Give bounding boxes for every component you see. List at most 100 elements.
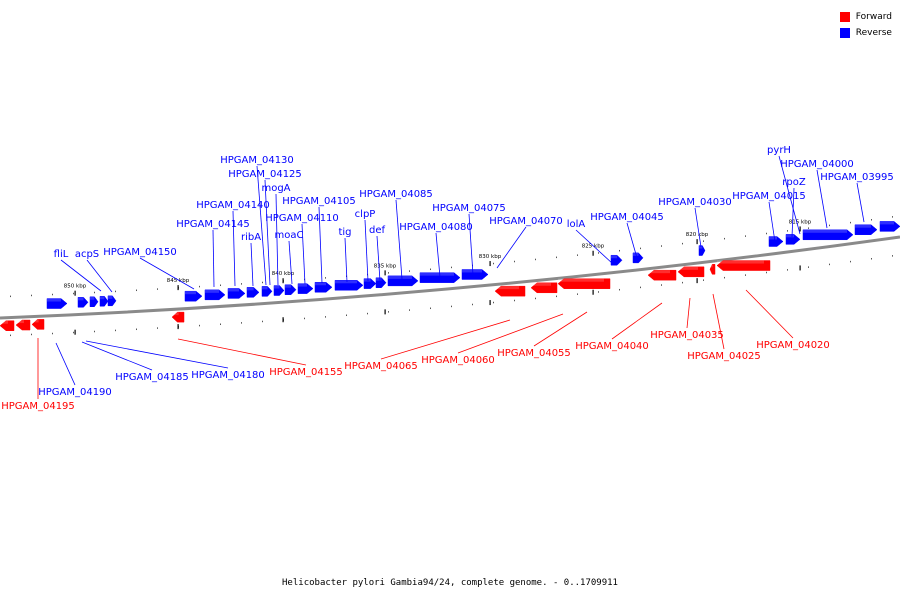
reverse-gene-arrow bbox=[879, 221, 900, 232]
major-tick bbox=[384, 270, 386, 276]
gene-arrow-highlight bbox=[880, 221, 894, 225]
minor-tick bbox=[640, 247, 641, 250]
label-leaders bbox=[37, 155, 865, 399]
forward-gene-arrow bbox=[709, 264, 716, 275]
minor-tick bbox=[73, 292, 74, 295]
gene-label-hpgam-04075: HPGAM_04075 bbox=[432, 203, 506, 214]
gene-label-hpgam-04000: HPGAM_04000 bbox=[780, 159, 854, 170]
gene-arrow-highlight bbox=[803, 229, 847, 233]
reverse-leader-line bbox=[139, 257, 195, 290]
gene-labels: fliL acpS HPGAM_04150 HPGAM_04145 HPGAM_0414… bbox=[1, 145, 894, 412]
minor-tick bbox=[598, 291, 599, 293]
minor-tick bbox=[598, 252, 599, 254]
minor-tick bbox=[262, 320, 263, 323]
reverse-leader-line bbox=[301, 223, 306, 285]
genome-backbone bbox=[0, 235, 900, 320]
reverse-gene-arrow bbox=[334, 280, 364, 291]
major-tick bbox=[592, 250, 594, 256]
minor-tick bbox=[346, 314, 347, 317]
reverse-leader-line bbox=[318, 206, 323, 284]
forward-leader-line bbox=[380, 319, 511, 360]
gene-arrow-highlight bbox=[611, 255, 618, 259]
legend: Forward Reverse bbox=[839, 9, 892, 41]
minor-tick bbox=[157, 288, 158, 290]
gene-label-moga: mogA bbox=[261, 183, 290, 194]
reverse-leader-line bbox=[86, 259, 113, 293]
reverse-leader-line bbox=[626, 222, 638, 259]
gene-arrow-highlight bbox=[185, 291, 196, 295]
minor-tick bbox=[136, 289, 137, 292]
reverse-leader-line bbox=[778, 155, 801, 235]
reverse-leader-line bbox=[816, 169, 828, 229]
minor-tick bbox=[619, 288, 620, 291]
reverse-leader-line bbox=[376, 235, 381, 282]
gene-arrow-highlight bbox=[388, 275, 412, 279]
gene-label-hpgam-04055: HPGAM_04055 bbox=[497, 348, 571, 359]
gene-label-moac: moaC bbox=[275, 230, 304, 241]
minor-tick bbox=[220, 323, 221, 326]
gene-label-lola: lolA bbox=[567, 219, 586, 230]
major-tick bbox=[696, 278, 698, 284]
gene-label-hpgam-04060: HPGAM_04060 bbox=[421, 355, 495, 366]
gene-arrow-highlight bbox=[100, 296, 105, 300]
minor-tick bbox=[850, 260, 851, 263]
tick-label: 825 kbp bbox=[582, 244, 605, 250]
gene-arrow-highlight bbox=[228, 288, 239, 292]
minor-tick bbox=[52, 293, 53, 296]
gene-arrow-highlight bbox=[786, 234, 794, 238]
gene-arrow-highlight bbox=[298, 283, 307, 287]
reverse-gene-arrow bbox=[227, 288, 246, 299]
gene-arrow-highlight bbox=[90, 296, 95, 300]
major-tick bbox=[489, 300, 491, 306]
gene-label-hpgam-04065: HPGAM_04065 bbox=[344, 361, 418, 372]
reverse-leader-line bbox=[344, 237, 348, 283]
forward-gene-arrow bbox=[530, 282, 558, 294]
minor-tick bbox=[325, 316, 326, 318]
reverse-gene-arrow bbox=[261, 286, 273, 297]
minor-tick bbox=[892, 255, 893, 257]
gene-arrow-highlight bbox=[335, 280, 357, 284]
gene-label-hpgam-04110: HPGAM_04110 bbox=[265, 213, 339, 224]
minor-tick bbox=[514, 299, 515, 302]
minor-tick bbox=[703, 240, 704, 242]
gene-label-acps: acpS bbox=[75, 249, 99, 260]
reverse-gene-arrow bbox=[273, 285, 285, 296]
forward-leader-line bbox=[177, 338, 307, 366]
gene-arrow-highlight bbox=[16, 320, 24, 324]
gene-label-hpgam-04020: HPGAM_04020 bbox=[756, 340, 830, 351]
gene-features bbox=[0, 221, 900, 331]
minor-tick bbox=[157, 327, 158, 329]
minor-tick bbox=[766, 232, 767, 235]
legend-item-reverse: Reverse bbox=[839, 25, 892, 41]
minor-tick bbox=[745, 274, 746, 276]
gene-label-hpgam-04030: HPGAM_04030 bbox=[658, 197, 732, 208]
minor-tick bbox=[493, 301, 494, 304]
reverse-leader-line bbox=[288, 240, 293, 285]
gene-arrow-highlight bbox=[462, 269, 482, 273]
reverse-leader-line bbox=[364, 219, 369, 282]
reverse-gene-arrow bbox=[77, 297, 89, 308]
gene-label-rpoz: rpoZ bbox=[782, 177, 806, 188]
reverse-gene-arrow bbox=[363, 278, 377, 289]
minor-tick bbox=[766, 271, 767, 274]
major-tick bbox=[489, 261, 491, 267]
minor-tick bbox=[493, 262, 494, 265]
reverse-leader-line bbox=[232, 210, 236, 287]
gene-arrow-highlight bbox=[495, 286, 519, 290]
minor-tick bbox=[430, 268, 431, 271]
reverse-gene-arrow bbox=[802, 229, 854, 241]
gene-arrow-highlight bbox=[769, 236, 777, 240]
gene-arrow-highlight bbox=[78, 297, 84, 301]
forward-leader-line bbox=[745, 289, 794, 339]
gene-label-hpgam-04040: HPGAM_04040 bbox=[575, 341, 649, 352]
minor-tick bbox=[871, 219, 872, 221]
minor-tick bbox=[472, 303, 473, 306]
major-tick bbox=[177, 285, 179, 291]
minor-tick bbox=[661, 284, 662, 286]
minor-tick bbox=[409, 309, 410, 311]
minor-tick bbox=[115, 290, 116, 293]
gene-label-hpgam-04185: HPGAM_04185 bbox=[115, 372, 189, 383]
minor-tick bbox=[199, 324, 200, 327]
forward-gene-arrow bbox=[15, 319, 31, 331]
